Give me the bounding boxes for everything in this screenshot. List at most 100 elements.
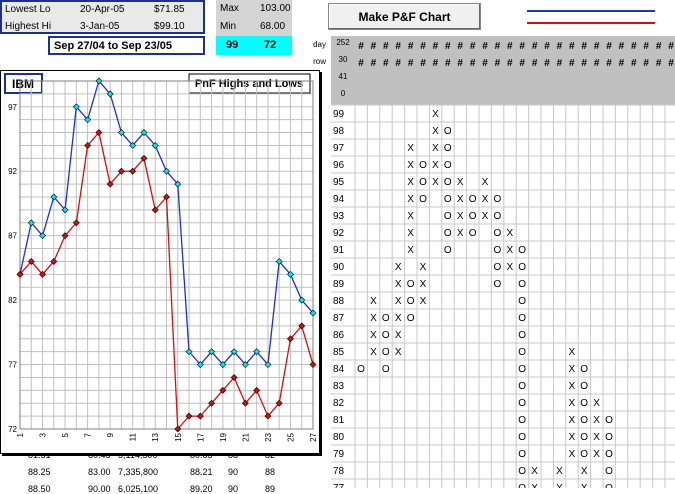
pnf-o-mark: O [444, 160, 452, 171]
sheet-cell[interactable]: 80.85 [190, 450, 213, 460]
header-row-value: 30 [338, 55, 348, 64]
hash-mark: # [619, 58, 625, 69]
pnf-price-label: 95 [333, 177, 345, 188]
pnf-x-mark: X [395, 347, 402, 358]
data-point [151, 142, 159, 149]
data-point [298, 322, 306, 330]
x-tick-label: 7 [84, 432, 93, 437]
hash-mark: # [557, 41, 563, 52]
pnf-x-mark: X [370, 330, 377, 341]
data-point [264, 361, 272, 368]
hash-mark: # [358, 41, 364, 52]
hash-mark: # [482, 58, 488, 69]
pnf-o-mark: O [518, 245, 526, 256]
pnf-x-mark: X [568, 398, 575, 409]
sheet-cell[interactable]: 88.25 [28, 467, 51, 477]
pnf-x-mark: X [395, 330, 402, 341]
pnf-o-mark: O [382, 364, 390, 375]
y-tick-label: 82 [8, 296, 17, 305]
pnf-x-mark: X [568, 449, 575, 460]
pnf-x-mark: X [593, 415, 600, 426]
pnf-x-mark: X [432, 109, 439, 120]
sheet-cell[interactable]: 83.00 [88, 467, 111, 477]
data-point [275, 399, 283, 407]
sheet-cell[interactable]: 88 [228, 450, 238, 460]
sheet-cell[interactable]: 90 [228, 484, 239, 494]
pnf-price-label: 92 [333, 228, 345, 239]
pnf-o-mark: O [444, 177, 452, 188]
pnf-o-mark: O [407, 279, 415, 290]
pnf-o-mark: O [605, 449, 613, 460]
pnf-grid: # # # # # # # # # # # # # # # # # # # # # # # # # # # # # # # # # # # # # # # #… [331, 41, 675, 488]
pnf-header-strip [331, 36, 675, 105]
hash-mark: # [482, 41, 488, 52]
header-row-label: row [313, 57, 326, 66]
pnf-x-mark: X [407, 211, 414, 222]
pnf-price-label: 81 [333, 415, 345, 426]
hash-mark: # [557, 58, 563, 69]
pnf-price-label: 77 [333, 483, 345, 488]
make-pf-chart-button[interactable]: Make P&F Chart [328, 3, 481, 30]
data-point [50, 193, 58, 201]
hash-mark: # [395, 41, 401, 52]
pnf-price-label: 85 [333, 347, 345, 358]
x-tick-label: 3 [39, 432, 48, 437]
box-size-cells[interactable]: 99 72 [216, 36, 292, 55]
pnf-x-mark: X [432, 143, 439, 154]
sheet-cell[interactable]: 88 [265, 467, 276, 477]
data-point [84, 116, 92, 124]
sheet-cell[interactable]: 89.20 [190, 484, 213, 494]
pnf-x-mark: X [556, 466, 563, 477]
hash-mark: # [371, 58, 377, 69]
hash-mark: # [594, 41, 600, 52]
pnf-price-label: 90 [333, 262, 345, 273]
pnf-x-mark: X [407, 194, 414, 205]
y-tick-label: 92 [8, 167, 17, 176]
sheet-cell[interactable]: 5,114,500 [118, 450, 157, 460]
pnf-o-mark: O [444, 126, 452, 137]
pnf-o-mark: O [494, 279, 502, 290]
sheet-cell[interactable]: 89 [265, 484, 276, 494]
pnf-price-label: 83 [333, 381, 345, 392]
x-tick-label: 15 [174, 432, 183, 441]
data-point [196, 361, 204, 368]
sheet-cell[interactable]: 7,335,800 [118, 467, 159, 477]
pnf-x-mark: X [457, 177, 464, 188]
pnf-o-mark: O [494, 211, 502, 222]
pnf-o-mark: O [518, 364, 526, 375]
hash-mark: # [507, 41, 513, 52]
sheet-cell[interactable]: 82 [265, 450, 275, 460]
sheet-cell[interactable]: 90.00 [88, 484, 111, 494]
pnf-x-mark: X [568, 432, 575, 443]
pnf-o-mark: O [605, 415, 613, 426]
pnf-o-mark: O [419, 194, 427, 205]
data-point [287, 335, 294, 343]
pnf-x-mark: X [457, 194, 464, 205]
pnf-o-mark: O [518, 483, 526, 488]
data-point [309, 309, 317, 317]
pnf-x-mark: X [407, 177, 414, 188]
sheet-cell[interactable]: 81.51 [28, 450, 51, 460]
pnf-price-label: 84 [333, 364, 345, 375]
hash-mark: # [581, 41, 587, 52]
price-extremes-box: Lowest Lo 20-Apr-05 $71.85 Highest Hi 3-… [0, 0, 205, 34]
pnf-x-mark: X [457, 211, 464, 222]
pnf-price-label: 88 [333, 296, 345, 307]
hash-mark: # [457, 58, 463, 69]
data-point [140, 129, 148, 136]
pnf-o-mark: O [580, 432, 588, 443]
pnf-price-label: 96 [333, 160, 345, 171]
data-point [84, 142, 92, 149]
pnf-x-mark: X [370, 313, 377, 324]
sheet-cell[interactable]: 88.50 [28, 484, 51, 494]
sheet-cell[interactable]: 6,025,100 [118, 484, 159, 494]
pnf-x-mark: X [593, 432, 600, 443]
sheet-cell[interactable]: 90 [228, 467, 239, 477]
header-row-value: 0 [340, 89, 346, 98]
hash-mark: # [383, 58, 389, 69]
pnf-o-mark: O [518, 279, 526, 290]
data-point [50, 258, 58, 265]
sheet-cell[interactable]: 80.45 [88, 450, 111, 460]
sheet-cell[interactable]: 88.21 [190, 467, 213, 477]
